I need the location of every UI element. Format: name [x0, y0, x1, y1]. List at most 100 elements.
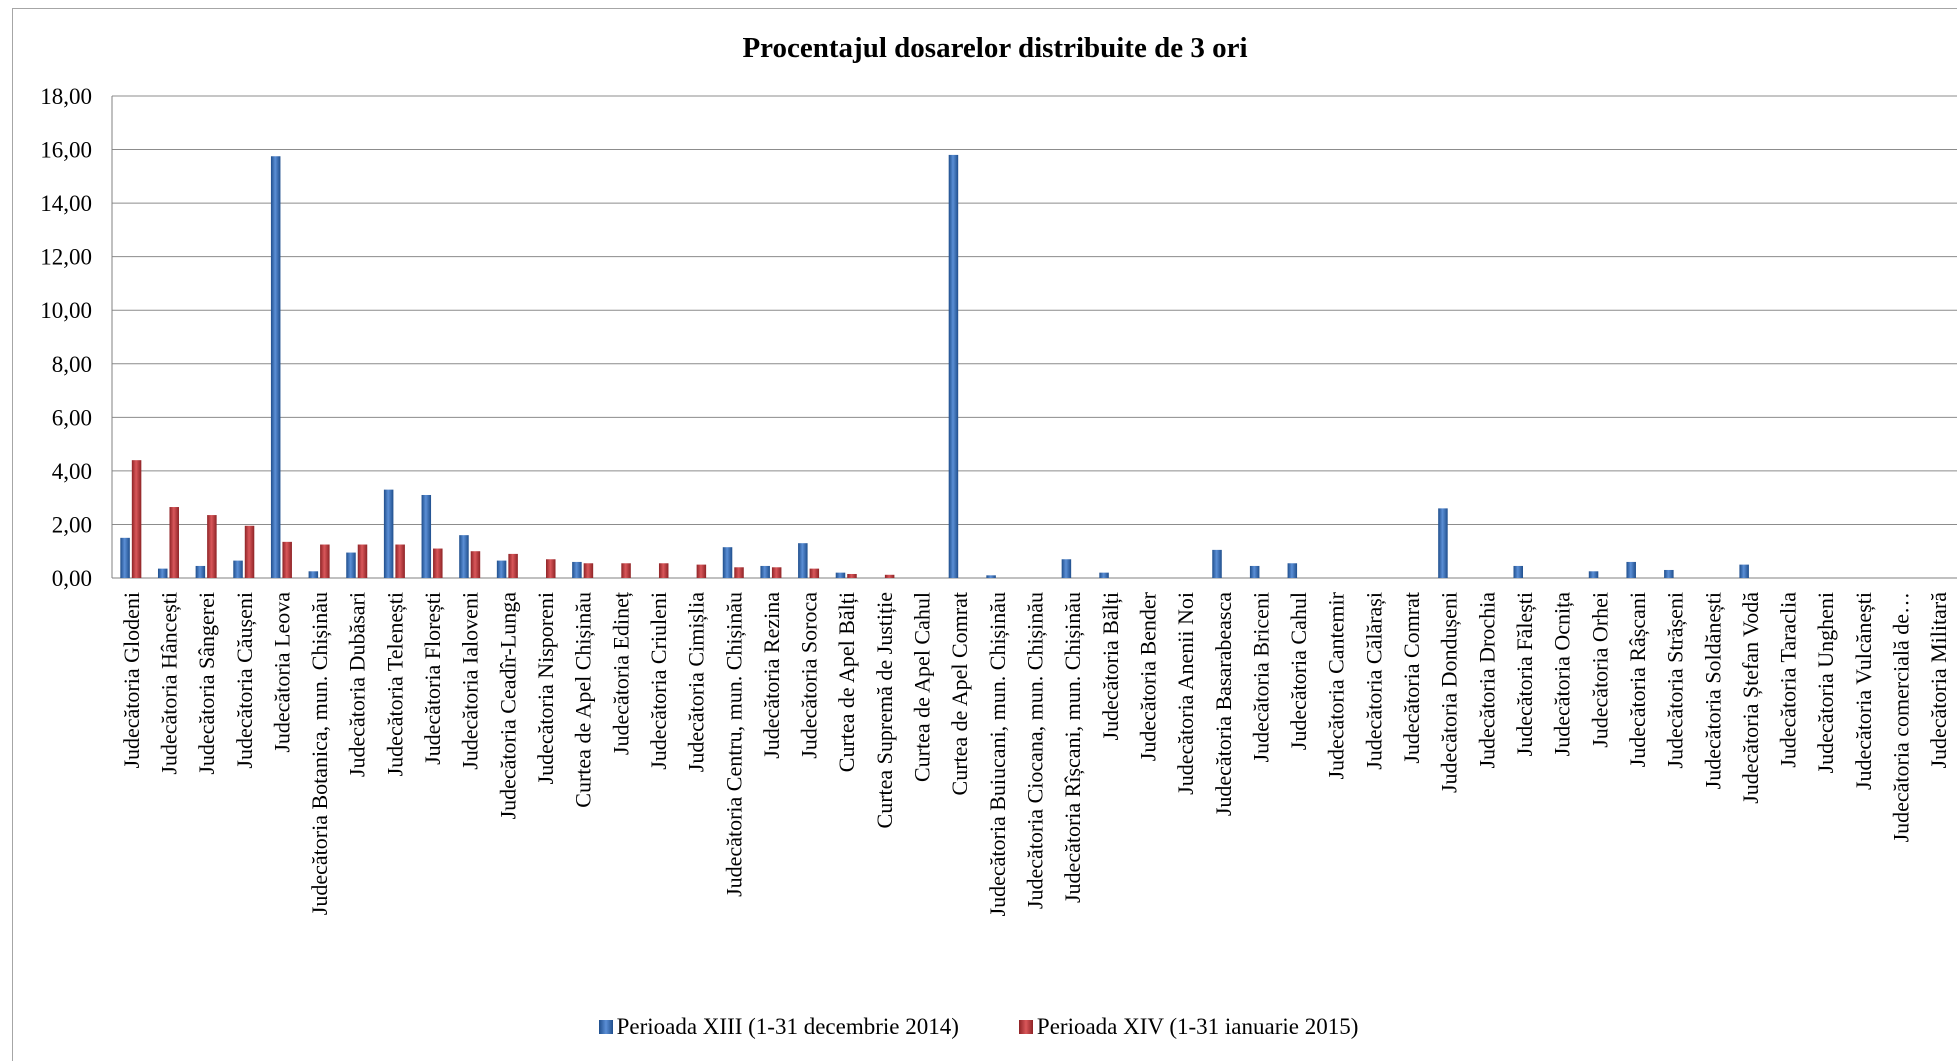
- x-category-label: Judecătoria Briceni: [1248, 592, 1273, 762]
- bar-series-1: [120, 537, 130, 578]
- bar-series-2: [771, 567, 782, 578]
- y-tick-label: 12,00: [40, 245, 92, 270]
- x-category-label: Judecătoria Ialoveni: [458, 592, 483, 770]
- legend-item-series-1: Perioada XIII (1-31 decembrie 2014): [598, 1014, 959, 1040]
- y-tick-label: 18,00: [40, 84, 92, 109]
- legend-label-series-2: Perioada XIV (1-31 ianuarie 2015): [1036, 1014, 1359, 1039]
- x-category-label: Judecătoria Dondușeni: [1437, 592, 1462, 793]
- bar-series-1: [346, 552, 356, 578]
- bar-series-2: [320, 544, 330, 578]
- bar-series-1: [233, 560, 243, 578]
- x-category-label: Judecătoria Strășeni: [1663, 592, 1688, 769]
- bar-series-2: [244, 525, 255, 578]
- bar-series-2: [357, 544, 368, 578]
- x-category-label: Judecătoria Soldănești: [1700, 592, 1725, 789]
- bar-series-2: [508, 553, 518, 578]
- x-category-label: Judecătoria Orhei: [1587, 592, 1612, 748]
- x-category-label: Curtea de Apel Bălți: [834, 592, 859, 772]
- y-tick-label: 6,00: [52, 405, 92, 430]
- x-category-label: Judecătoria Ceadîr-Lunga: [495, 592, 520, 820]
- bar-series-1: [986, 575, 996, 578]
- x-category-label: Judecătoria Botanica, mun. Chișinău: [307, 592, 332, 915]
- x-category-label: Judecătoria Telenești: [382, 592, 407, 776]
- chart-frame: [12, 8, 1957, 1061]
- bar-series-1: [1513, 565, 1523, 578]
- x-category-label: Judecătoria Centru, mun. Chișinău: [721, 592, 746, 897]
- legend-label-series-1: Perioada XIII (1-31 decembrie 2014): [616, 1014, 959, 1039]
- x-category-label: Curtea de Apel Chișinău: [571, 592, 596, 808]
- y-tick-label: 14,00: [40, 191, 92, 216]
- bar-series-1: [798, 543, 808, 578]
- bar-series-2: [433, 548, 443, 578]
- x-category-label: Judecătoria Drochia: [1474, 592, 1499, 769]
- bar-series-1: [1061, 559, 1072, 578]
- x-category-label: Curtea de Apel Comrat: [947, 592, 972, 795]
- y-tick-label: 2,00: [52, 512, 92, 537]
- x-category-label: Curtea Supremă de Justiție: [872, 592, 897, 828]
- x-category-label: Judecătoria Ștefan Vodă: [1738, 592, 1763, 804]
- bar-series-1: [948, 154, 959, 578]
- bar-series-2: [207, 515, 217, 578]
- y-tick-label: 8,00: [52, 352, 92, 377]
- x-category-label: Judecătoria Criuleni: [646, 592, 671, 770]
- bar-series-2: [809, 568, 820, 578]
- y-tick-label: 16,00: [40, 138, 92, 163]
- bar-series-2: [131, 460, 142, 578]
- bar-series-2: [884, 574, 895, 578]
- x-category-label: Judecătoria Leova: [269, 592, 294, 753]
- bar-series-1: [760, 565, 770, 578]
- x-category-label: Judecătoria Ocnița: [1550, 592, 1575, 757]
- bar-series-2: [395, 544, 405, 578]
- x-category-label: Judecătoria Rîșcani, mun. Chișinău: [1060, 592, 1085, 903]
- bar-series-1: [572, 561, 582, 578]
- bar-series-1: [421, 494, 432, 578]
- x-category-label: Judecătoria Fălești: [1512, 592, 1537, 756]
- bar-series-1: [496, 560, 507, 578]
- bar-series-1: [1438, 508, 1448, 578]
- bar-series-2: [470, 551, 481, 578]
- x-category-label: Judecătoria Buiucani, mun. Chișinău: [985, 592, 1010, 916]
- x-category-label: Judecătoria Râșcani: [1625, 592, 1650, 767]
- x-category-label: Judecătoria Sângerei: [194, 592, 219, 775]
- x-category-label: Judecătoria Hâncești: [156, 592, 181, 775]
- legend: Perioada XIII (1-31 decembrie 2014) Peri…: [0, 1014, 1957, 1040]
- x-category-label: Judecătoria comercială de…: [1889, 592, 1914, 842]
- bar-series-1: [195, 565, 206, 578]
- bar-series-1: [459, 535, 469, 578]
- x-category-label: Judecătoria Căușeni: [232, 592, 257, 769]
- bar-series-1: [383, 489, 394, 578]
- legend-swatch-blue: [598, 1020, 613, 1034]
- x-category-label: Judecătoria Bender: [1135, 591, 1160, 761]
- bar-series-1: [308, 571, 319, 578]
- x-category-label: Judecătoria Cahul: [1286, 592, 1311, 750]
- chart-title: Procentajul dosarelor distribuite de 3 o…: [742, 32, 1248, 64]
- bar-series-2: [546, 559, 556, 578]
- bar-series-2: [169, 507, 179, 578]
- bar-series-2: [583, 563, 594, 578]
- x-category-label: Judecătoria Cantemir: [1324, 591, 1349, 779]
- bar-series-1: [1739, 564, 1749, 578]
- x-category-label: Curtea de Apel Cahul: [910, 592, 935, 782]
- x-category-label: Judecătoria Ungheni: [1813, 592, 1838, 773]
- bar-series-1: [1664, 569, 1674, 578]
- x-category-label: Judecătoria Comrat: [1399, 592, 1424, 764]
- x-category-label: Judecătoria Edineț: [608, 592, 633, 755]
- x-category-label: Judecătoria Basarabeasca: [1211, 592, 1236, 816]
- y-tick-label: 0,00: [52, 566, 92, 591]
- bar-series-1: [1287, 563, 1298, 578]
- bar-series-2: [621, 563, 631, 578]
- bar-series-1: [1249, 565, 1260, 578]
- x-category-label: Judecătoria Soroca: [797, 592, 822, 759]
- bar-series-1: [722, 547, 733, 578]
- x-category-label: Judecătoria Ciocana, mun. Chișinău: [1023, 592, 1048, 909]
- bar-series-1: [1212, 549, 1222, 578]
- x-category-label: Judecătoria Taraclia: [1776, 592, 1801, 768]
- x-category-label: Judecătoria Nisporeni: [533, 592, 558, 784]
- bar-series-2: [696, 564, 707, 578]
- x-category-label: Judecătoria Anenii Noi: [1173, 592, 1198, 795]
- bar-series-1: [1099, 572, 1109, 578]
- x-category-label: Judecătoria Bălți: [1098, 592, 1123, 740]
- bar-series-1: [270, 156, 281, 578]
- y-tick-label: 10,00: [40, 298, 92, 323]
